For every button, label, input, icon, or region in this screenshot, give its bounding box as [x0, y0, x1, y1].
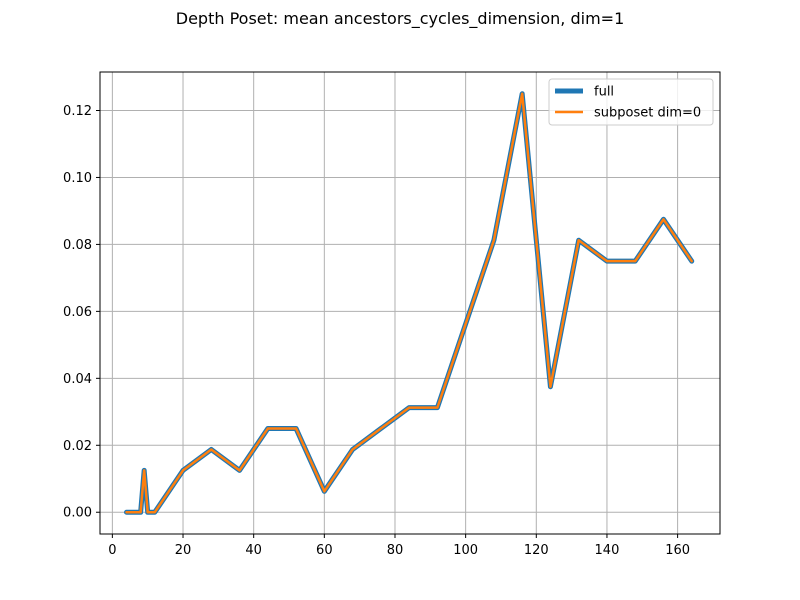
y-tick-label: 0.12: [63, 104, 92, 119]
chart-title: Depth Poset: mean ancestors_cycles_dimen…: [175, 9, 625, 28]
series-lines: [124, 91, 695, 515]
legend-label: subposet dim=0: [594, 106, 701, 121]
y-tick-label: 0.08: [63, 238, 92, 253]
x-tick-label: 160: [665, 543, 690, 558]
x-tick-label: 20: [175, 543, 192, 558]
x-tick-label: 80: [387, 543, 404, 558]
y-tick-label: 0.04: [63, 372, 92, 387]
x-tick-label: 0: [108, 543, 116, 558]
axis-ticks: 0 20 40 60 80 100 120 140 160 0.00 0.02 0.04 0.06 0.0…: [63, 104, 690, 558]
x-tick-label: 140: [595, 543, 620, 558]
y-tick-label: 0.06: [63, 305, 92, 320]
legend-label: full: [594, 85, 614, 100]
y-tick-label: 0.10: [63, 171, 92, 186]
x-tick-label: 60: [316, 543, 333, 558]
x-tick-label: 100: [453, 543, 478, 558]
y-tick-label: 0.00: [63, 506, 92, 521]
y-tick-label: 0.02: [63, 439, 92, 454]
plot-frame: [99, 71, 721, 535]
legend-box: [548, 78, 714, 126]
series-line-subposet-dim-0: [125, 92, 693, 514]
x-tick-label: 120: [524, 543, 549, 558]
x-tick-label: 40: [245, 543, 262, 558]
legend: full subposet dim=0: [548, 78, 714, 126]
